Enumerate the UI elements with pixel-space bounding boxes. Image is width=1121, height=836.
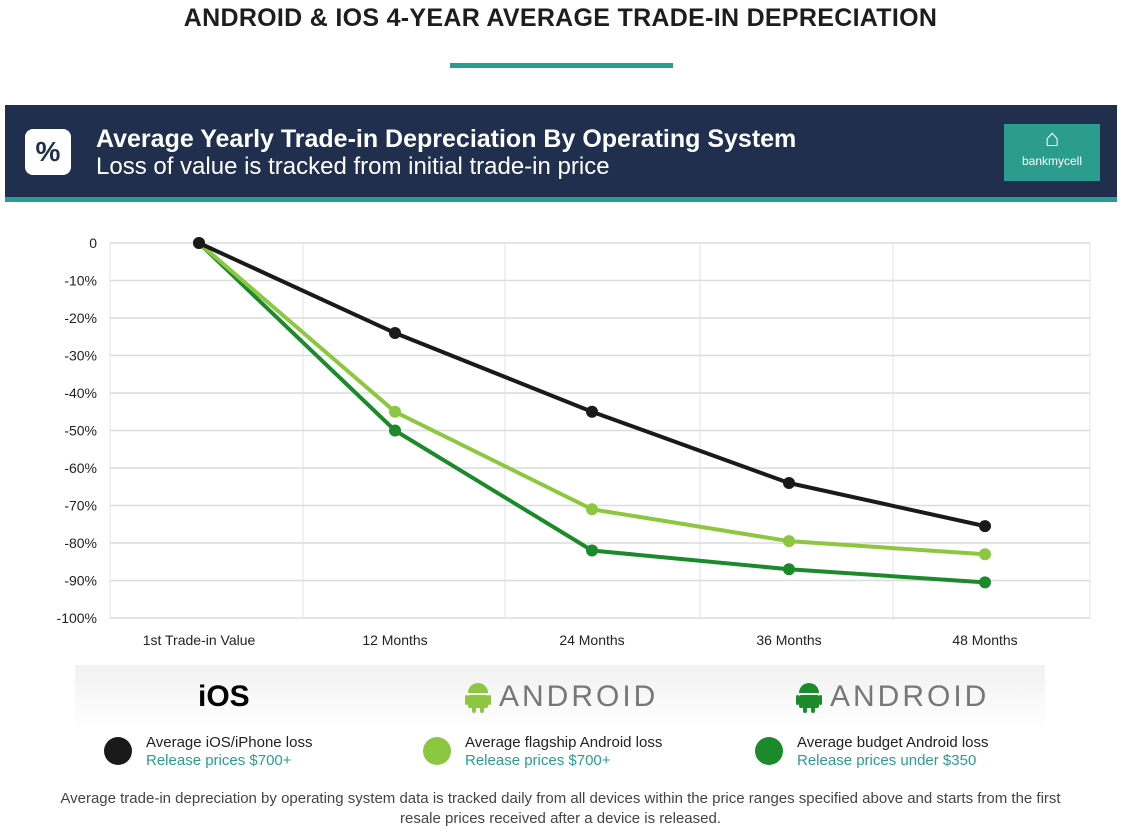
y-tick-label: -50% xyxy=(64,423,97,439)
legend-sublabel: Release prices $700+ xyxy=(465,752,611,769)
data-point xyxy=(783,477,795,489)
legend-sublabel: Release prices under $350 xyxy=(797,752,977,769)
chart-title: Average Yearly Trade-in Depreciation By … xyxy=(96,125,797,153)
bankmycell-logo: ⌂ bankmycell xyxy=(1004,124,1100,181)
x-tick-label: 48 Months xyxy=(952,632,1017,648)
data-point xyxy=(389,405,401,418)
y-tick-label: -90% xyxy=(64,573,97,589)
data-point xyxy=(586,405,598,418)
data-point xyxy=(979,576,991,589)
y-tick-label: -30% xyxy=(64,348,97,364)
y-tick-label: -100% xyxy=(57,610,97,626)
footnote: Average trade-in depreciation by operati… xyxy=(60,790,1061,827)
android-label: ANDROID xyxy=(499,680,659,713)
android-icon xyxy=(465,681,491,713)
series-line xyxy=(198,241,986,529)
x-tick-label: 36 Months xyxy=(756,632,821,648)
logo-text: bankmycell xyxy=(1021,154,1083,168)
y-tick-label: -40% xyxy=(64,385,97,401)
x-tick-label: 1st Trade-in Value xyxy=(143,632,256,648)
y-tick-label: -70% xyxy=(64,498,97,514)
page-title: ANDROID & IOS 4-YEAR AVERAGE TRADE-IN DE… xyxy=(183,4,938,32)
data-point xyxy=(193,237,205,249)
data-point xyxy=(586,503,598,516)
banner: % Average Yearly Trade-in Depreciation B… xyxy=(5,105,1117,202)
data-point xyxy=(586,544,598,557)
line-chart: 0 -10% -20% -30% -40% -50% -60% -70% -80% -90% -10… xyxy=(57,235,1091,648)
y-tick-label: -20% xyxy=(64,310,97,326)
title-underline xyxy=(450,63,673,68)
legend-swatch xyxy=(755,737,783,765)
x-tick-label: 24 Months xyxy=(559,632,624,648)
data-point xyxy=(783,563,795,576)
legend-swatch xyxy=(423,737,451,765)
x-tick-label: 12 Months xyxy=(362,632,427,648)
y-tick-label: -10% xyxy=(64,273,97,289)
data-point xyxy=(783,535,795,548)
data-point xyxy=(389,327,401,339)
legend-label: Average flagship Android loss xyxy=(465,734,663,751)
legend-label: Average budget Android loss xyxy=(797,734,989,751)
legend-swatch xyxy=(104,737,132,765)
y-tick-label: -80% xyxy=(64,535,97,551)
ios-label: iOS xyxy=(198,680,250,713)
android-brand-budget: ANDROID xyxy=(796,680,989,714)
data-point xyxy=(979,520,991,533)
data-point xyxy=(979,548,991,561)
percent-icon: % xyxy=(25,129,71,175)
android-icon xyxy=(796,681,822,713)
legend-band xyxy=(75,665,1045,730)
y-tick-label: 0 xyxy=(89,235,97,251)
logo-mark-icon: ⌂ xyxy=(1044,125,1060,152)
chart-subtitle: Loss of value is tracked from initial tr… xyxy=(96,153,610,180)
data-point xyxy=(389,424,401,437)
android-label: ANDROID xyxy=(830,680,990,713)
legend-label: Average iOS/iPhone loss xyxy=(146,734,313,751)
y-tick-label: -60% xyxy=(64,460,97,476)
legend-sublabel: Release prices $700+ xyxy=(146,752,292,769)
android-brand-flagship: ANDROID xyxy=(465,680,658,714)
ios-brand: iOS xyxy=(190,680,250,714)
